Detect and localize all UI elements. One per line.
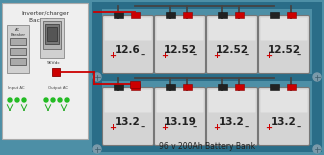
Bar [166,84,175,90]
Text: –: – [141,51,145,60]
FancyBboxPatch shape [260,18,307,40]
Text: +: + [214,51,221,60]
Text: 13.2: 13.2 [115,117,141,127]
Bar [183,84,192,90]
Bar [92,2,322,9]
FancyBboxPatch shape [206,88,258,146]
Bar [218,84,227,90]
FancyBboxPatch shape [155,16,205,73]
Bar [166,12,175,18]
Bar [270,12,279,18]
Bar [10,38,26,45]
Text: 12.6: 12.6 [115,45,141,55]
Bar [92,145,322,152]
Bar [47,27,57,41]
Bar [235,84,244,90]
Bar [183,12,192,18]
Circle shape [22,98,26,102]
FancyBboxPatch shape [259,16,309,73]
FancyBboxPatch shape [155,88,205,146]
Text: –: – [193,123,197,132]
Bar [130,81,140,88]
FancyBboxPatch shape [156,89,203,113]
Bar [270,84,279,90]
FancyBboxPatch shape [156,18,203,40]
Circle shape [313,145,321,153]
Bar [114,84,123,90]
Text: Output AC: Output AC [48,86,68,90]
Bar [312,2,322,152]
Text: 13.2: 13.2 [219,117,245,127]
Bar [10,58,26,65]
Text: 96Vdc: 96Vdc [47,61,61,65]
Bar [218,12,227,18]
Bar [52,68,60,76]
Bar [2,3,88,139]
Circle shape [58,98,62,102]
Text: 12.52: 12.52 [215,45,249,55]
Bar [131,12,140,18]
FancyBboxPatch shape [260,89,307,113]
FancyBboxPatch shape [105,89,152,113]
Text: +: + [110,123,117,132]
Text: +: + [265,51,272,60]
Text: –: – [245,123,249,132]
Text: –: – [245,51,249,60]
FancyBboxPatch shape [105,18,152,40]
Text: AC
Breaker: AC Breaker [10,28,26,37]
Text: 13.19: 13.19 [164,117,196,127]
Text: 12.52: 12.52 [268,45,300,55]
Bar [235,12,244,18]
Text: +: + [110,51,117,60]
Text: 13.2: 13.2 [271,117,297,127]
Text: Inverter/charger
Back Panel: Inverter/charger Back Panel [21,11,69,23]
Bar [92,74,322,81]
Bar [43,21,61,49]
Bar [92,2,102,152]
Text: 96 v 200Ah Battery Bank: 96 v 200Ah Battery Bank [159,142,255,151]
FancyBboxPatch shape [102,16,154,73]
Bar [131,84,140,90]
Text: 12.52: 12.52 [164,45,196,55]
FancyBboxPatch shape [102,88,154,146]
Text: –: – [141,123,145,132]
Circle shape [93,145,101,153]
FancyBboxPatch shape [209,18,256,40]
Text: –: – [297,123,301,132]
Circle shape [51,98,55,102]
Circle shape [93,73,101,81]
Bar [45,24,59,44]
FancyBboxPatch shape [259,88,309,146]
Bar [287,84,296,90]
Text: +: + [214,123,221,132]
Bar [114,12,123,18]
Circle shape [15,98,19,102]
Text: +: + [265,123,272,132]
Circle shape [44,98,48,102]
Bar [287,12,296,18]
FancyBboxPatch shape [206,16,258,73]
FancyBboxPatch shape [209,89,256,113]
Bar [40,18,64,58]
Text: +: + [161,51,168,60]
Bar [10,48,26,55]
Circle shape [65,98,69,102]
Text: Input AC: Input AC [8,86,24,90]
Circle shape [8,98,12,102]
Bar [7,25,29,73]
Text: –: – [297,51,301,60]
Text: +: + [161,123,168,132]
Circle shape [313,73,321,81]
Text: –: – [193,51,197,60]
